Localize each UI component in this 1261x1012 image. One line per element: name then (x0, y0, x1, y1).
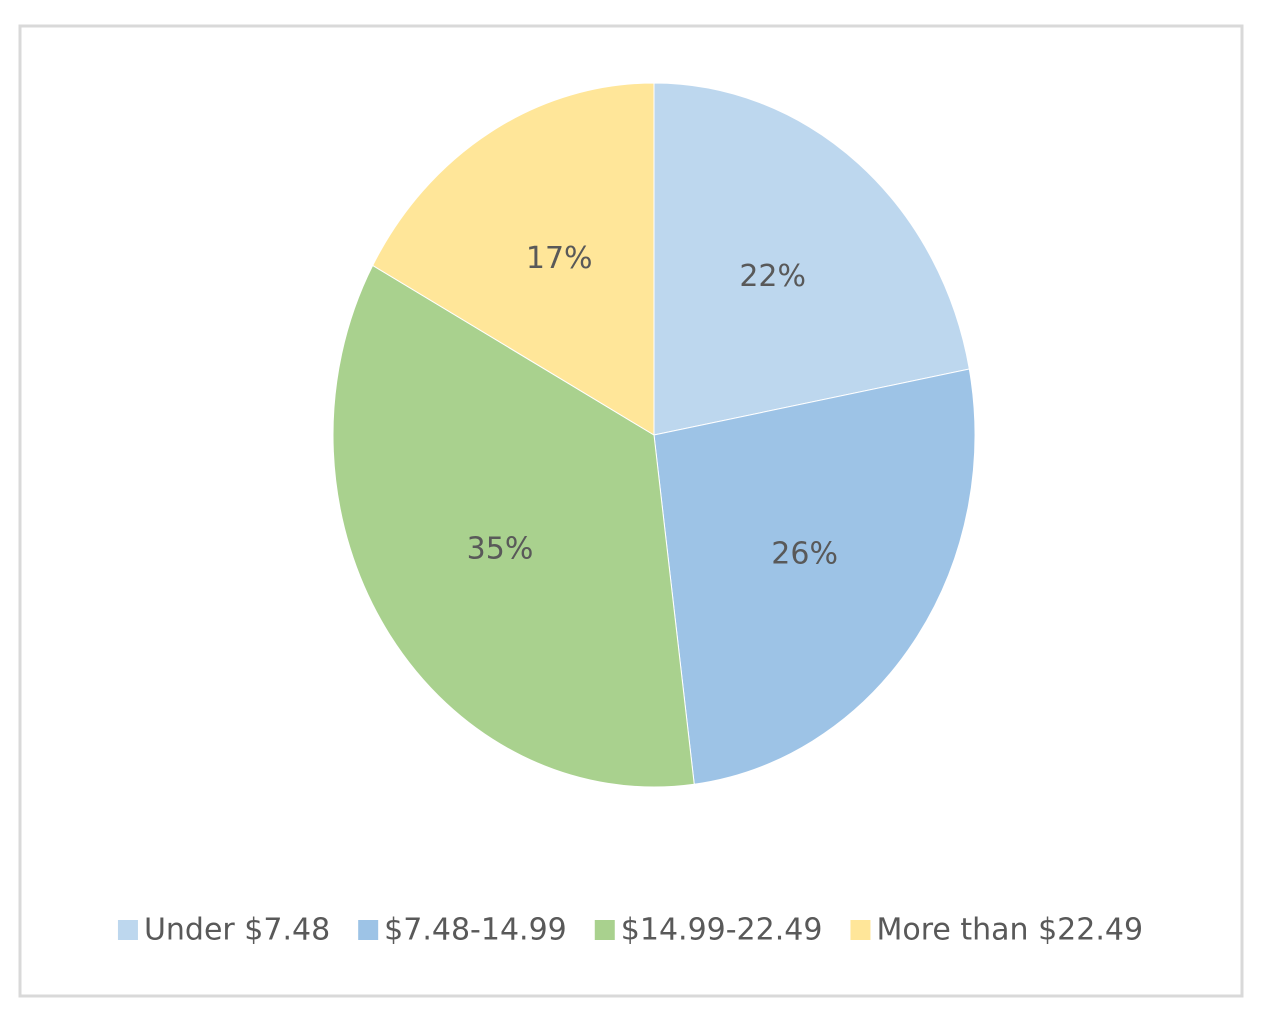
pie-slice (372, 82, 655, 436)
legend-swatch (358, 920, 379, 940)
legend-label: $7.48-14.99 (384, 913, 567, 948)
legend-swatch (594, 920, 615, 940)
legend-swatch (850, 920, 871, 940)
pie-slice (653, 82, 970, 436)
data-label: 22% (739, 259, 806, 294)
legend-label: Under $7.48 (144, 913, 330, 948)
legend-label: $14.99-22.49 (621, 913, 823, 948)
pie-slice (332, 264, 695, 788)
data-label: 17% (526, 241, 593, 276)
legend-swatch (117, 920, 138, 940)
data-label: 35% (467, 531, 534, 566)
data-label: 26% (771, 537, 838, 572)
legend-label: More than $22.49 (876, 913, 1143, 948)
pie-slice (653, 368, 976, 785)
